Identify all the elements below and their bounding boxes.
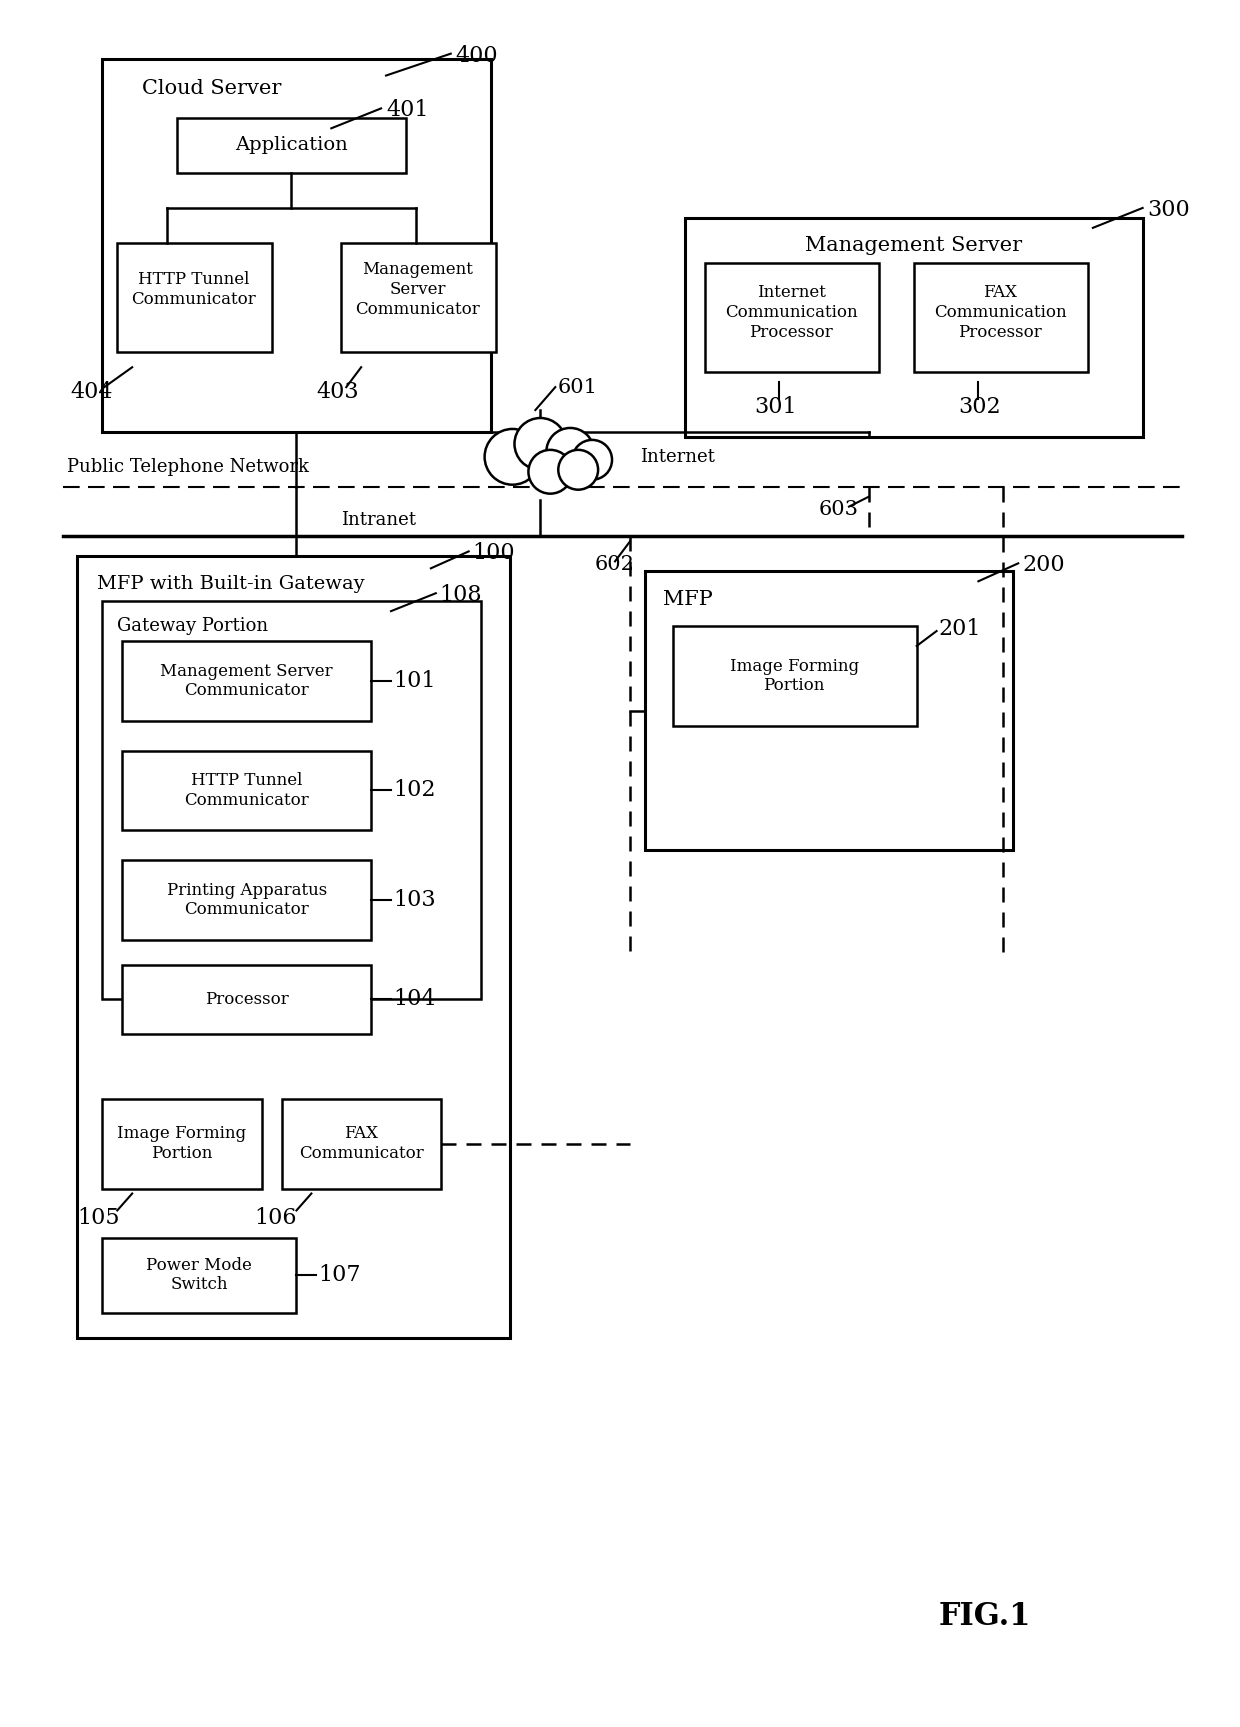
Text: Management Server: Management Server <box>805 237 1022 256</box>
Text: 102: 102 <box>393 779 435 801</box>
Bar <box>341 244 496 352</box>
Text: FAX
Communicator: FAX Communicator <box>299 1126 424 1162</box>
Text: 103: 103 <box>393 889 435 910</box>
Bar <box>673 627 916 725</box>
Bar <box>103 59 491 432</box>
Text: 300: 300 <box>1148 199 1190 221</box>
Text: 200: 200 <box>1022 554 1065 577</box>
Circle shape <box>515 418 567 470</box>
Text: HTTP Tunnel
Communicator: HTTP Tunnel Communicator <box>131 271 257 307</box>
Text: MFP: MFP <box>663 589 713 608</box>
Bar <box>177 119 405 173</box>
Text: 400: 400 <box>456 45 498 67</box>
Text: 104: 104 <box>393 988 435 1010</box>
Text: Power Mode
Switch: Power Mode Switch <box>146 1257 252 1294</box>
Text: 201: 201 <box>939 618 981 641</box>
Text: 603: 603 <box>820 501 859 520</box>
Text: 302: 302 <box>959 395 1001 418</box>
Text: MFP with Built-in Gateway: MFP with Built-in Gateway <box>98 575 365 594</box>
Bar <box>103 601 481 1000</box>
Text: Management Server
Communicator: Management Server Communicator <box>160 663 334 699</box>
Text: Management
Server
Communicator: Management Server Communicator <box>356 261 480 318</box>
Text: Image Forming
Portion: Image Forming Portion <box>118 1126 247 1162</box>
Text: Internet
Communication
Processor: Internet Communication Processor <box>725 285 858 340</box>
Text: 301: 301 <box>754 395 797 418</box>
Text: 100: 100 <box>472 542 516 565</box>
Text: Intranet: Intranet <box>341 511 417 528</box>
Text: HTTP Tunnel
Communicator: HTTP Tunnel Communicator <box>185 772 309 808</box>
Text: Cloud Server: Cloud Server <box>143 79 281 98</box>
Bar <box>123 860 371 939</box>
Circle shape <box>558 449 598 490</box>
Text: 601: 601 <box>557 378 598 397</box>
Text: Gateway Portion: Gateway Portion <box>118 617 268 636</box>
Text: 106: 106 <box>254 1207 298 1230</box>
Bar <box>684 218 1142 437</box>
Bar <box>704 263 879 373</box>
Text: Public Telephone Network: Public Telephone Network <box>67 458 310 475</box>
Text: Application: Application <box>236 136 348 154</box>
Circle shape <box>547 428 594 475</box>
Text: 602: 602 <box>595 554 635 573</box>
Bar <box>914 263 1087 373</box>
Text: 401: 401 <box>386 100 429 121</box>
Text: 101: 101 <box>393 670 435 693</box>
Text: 403: 403 <box>316 382 360 402</box>
Circle shape <box>528 449 572 494</box>
Text: 107: 107 <box>319 1264 361 1287</box>
Text: FAX
Communication
Processor: FAX Communication Processor <box>934 285 1066 340</box>
Bar <box>123 965 371 1034</box>
Bar <box>281 1098 440 1188</box>
Bar <box>645 572 1013 850</box>
Text: 105: 105 <box>77 1207 120 1230</box>
Bar <box>123 751 371 831</box>
Text: 404: 404 <box>71 382 113 402</box>
Bar <box>103 1098 262 1188</box>
Text: Image Forming
Portion: Image Forming Portion <box>729 658 859 694</box>
Text: 108: 108 <box>439 584 481 606</box>
Bar <box>118 244 272 352</box>
Text: Internet: Internet <box>640 447 714 466</box>
Bar <box>77 556 511 1338</box>
Text: Processor: Processor <box>205 991 289 1009</box>
Text: FIG.1: FIG.1 <box>939 1601 1030 1632</box>
Bar <box>103 1238 296 1313</box>
Circle shape <box>572 440 613 480</box>
Circle shape <box>485 428 541 485</box>
Text: Printing Apparatus
Communicator: Printing Apparatus Communicator <box>166 881 327 919</box>
Bar <box>123 641 371 720</box>
